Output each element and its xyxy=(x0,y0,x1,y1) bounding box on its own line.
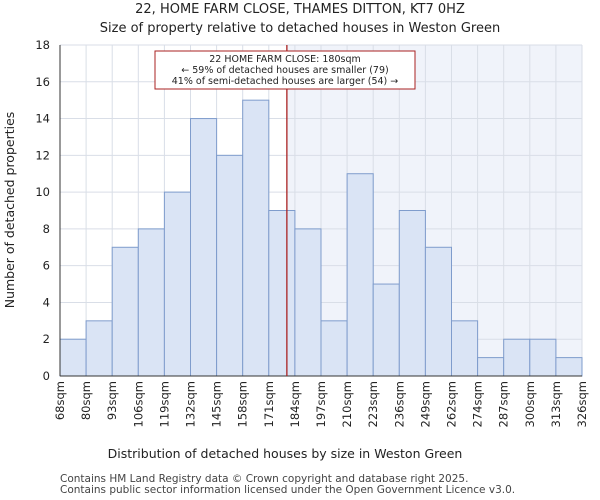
footer-licence: Contains public sector information licen… xyxy=(60,484,516,496)
x-tick-label: 313sqm xyxy=(549,381,563,427)
annotation-box xyxy=(154,50,416,90)
bar xyxy=(372,283,400,377)
x-tick-label: 249sqm xyxy=(418,381,432,427)
bar xyxy=(190,118,218,377)
x-tick-label: 210sqm xyxy=(340,381,354,427)
chart-subtitle: Size of property relative to detached ho… xyxy=(100,21,500,36)
bar xyxy=(111,246,139,377)
bar xyxy=(346,173,374,377)
y-tick-label: 14 xyxy=(35,112,50,126)
y-tick-label: 16 xyxy=(35,75,50,89)
y-axis-title: Number of detached properties xyxy=(2,112,17,309)
chart-title: 22, HOME FARM CLOSE, THAMES DITTON, KT7 … xyxy=(135,2,465,17)
bar xyxy=(294,228,322,377)
bar xyxy=(163,191,191,377)
x-tick-label: 262sqm xyxy=(445,381,459,427)
y-tick-label: 2 xyxy=(43,332,50,346)
x-tick-label: 184sqm xyxy=(288,381,302,427)
bar xyxy=(503,338,531,377)
x-tick-label: 326sqm xyxy=(575,381,589,427)
annotation-larger: 41% of semi-detached houses are larger (… xyxy=(172,76,399,87)
bar xyxy=(555,357,583,377)
y-tick-label: 4 xyxy=(43,295,50,309)
bar xyxy=(85,320,113,377)
x-axis-title: Distribution of detached houses by size … xyxy=(108,446,463,461)
bar xyxy=(320,320,348,377)
y-tick-label: 8 xyxy=(43,222,50,236)
bar xyxy=(477,357,505,377)
x-tick-label: 106sqm xyxy=(131,381,145,427)
bar xyxy=(216,154,244,377)
bar xyxy=(268,210,296,377)
x-tick-label: 132sqm xyxy=(184,381,198,427)
y-tick-label: 18 xyxy=(35,38,50,52)
footer-copyright: Contains HM Land Registry data © Crown c… xyxy=(60,473,469,485)
x-tick-label: 145sqm xyxy=(210,381,224,427)
y-tick-label: 0 xyxy=(43,369,50,383)
x-tick-label: 171sqm xyxy=(262,381,276,427)
annotation-title: 22 HOME FARM CLOSE: 180sqm xyxy=(209,54,361,65)
x-tick-label: 287sqm xyxy=(497,381,511,427)
x-tick-label: 300sqm xyxy=(523,381,537,427)
x-tick-label: 197sqm xyxy=(314,381,328,427)
bar xyxy=(137,228,165,377)
x-tick-label: 119sqm xyxy=(157,381,171,427)
bar xyxy=(451,320,479,377)
plot-area: 0 2 4 6 8 10 12 14 16 18 68sqm 80sqm 93sqm 106sqm 119s… xyxy=(35,38,589,427)
x-tick-label: 68sqm xyxy=(53,381,67,420)
x-tick-label: 93sqm xyxy=(105,381,119,420)
x-tick-label: 158sqm xyxy=(236,381,250,427)
x-tick-label: 236sqm xyxy=(392,381,406,427)
y-tick-label: 12 xyxy=(35,148,50,162)
bar xyxy=(424,246,452,377)
x-tick-label: 274sqm xyxy=(471,381,485,427)
bar xyxy=(242,99,270,377)
annotation-smaller: ← 59% of detached houses are smaller (79… xyxy=(181,65,388,76)
y-tick-label: 6 xyxy=(43,259,50,273)
bar xyxy=(59,338,87,377)
x-tick-label: 80sqm xyxy=(79,381,93,420)
y-tick-label: 10 xyxy=(35,185,50,199)
x-tick-label: 223sqm xyxy=(366,381,380,427)
bar xyxy=(398,210,426,377)
bar xyxy=(529,338,557,377)
